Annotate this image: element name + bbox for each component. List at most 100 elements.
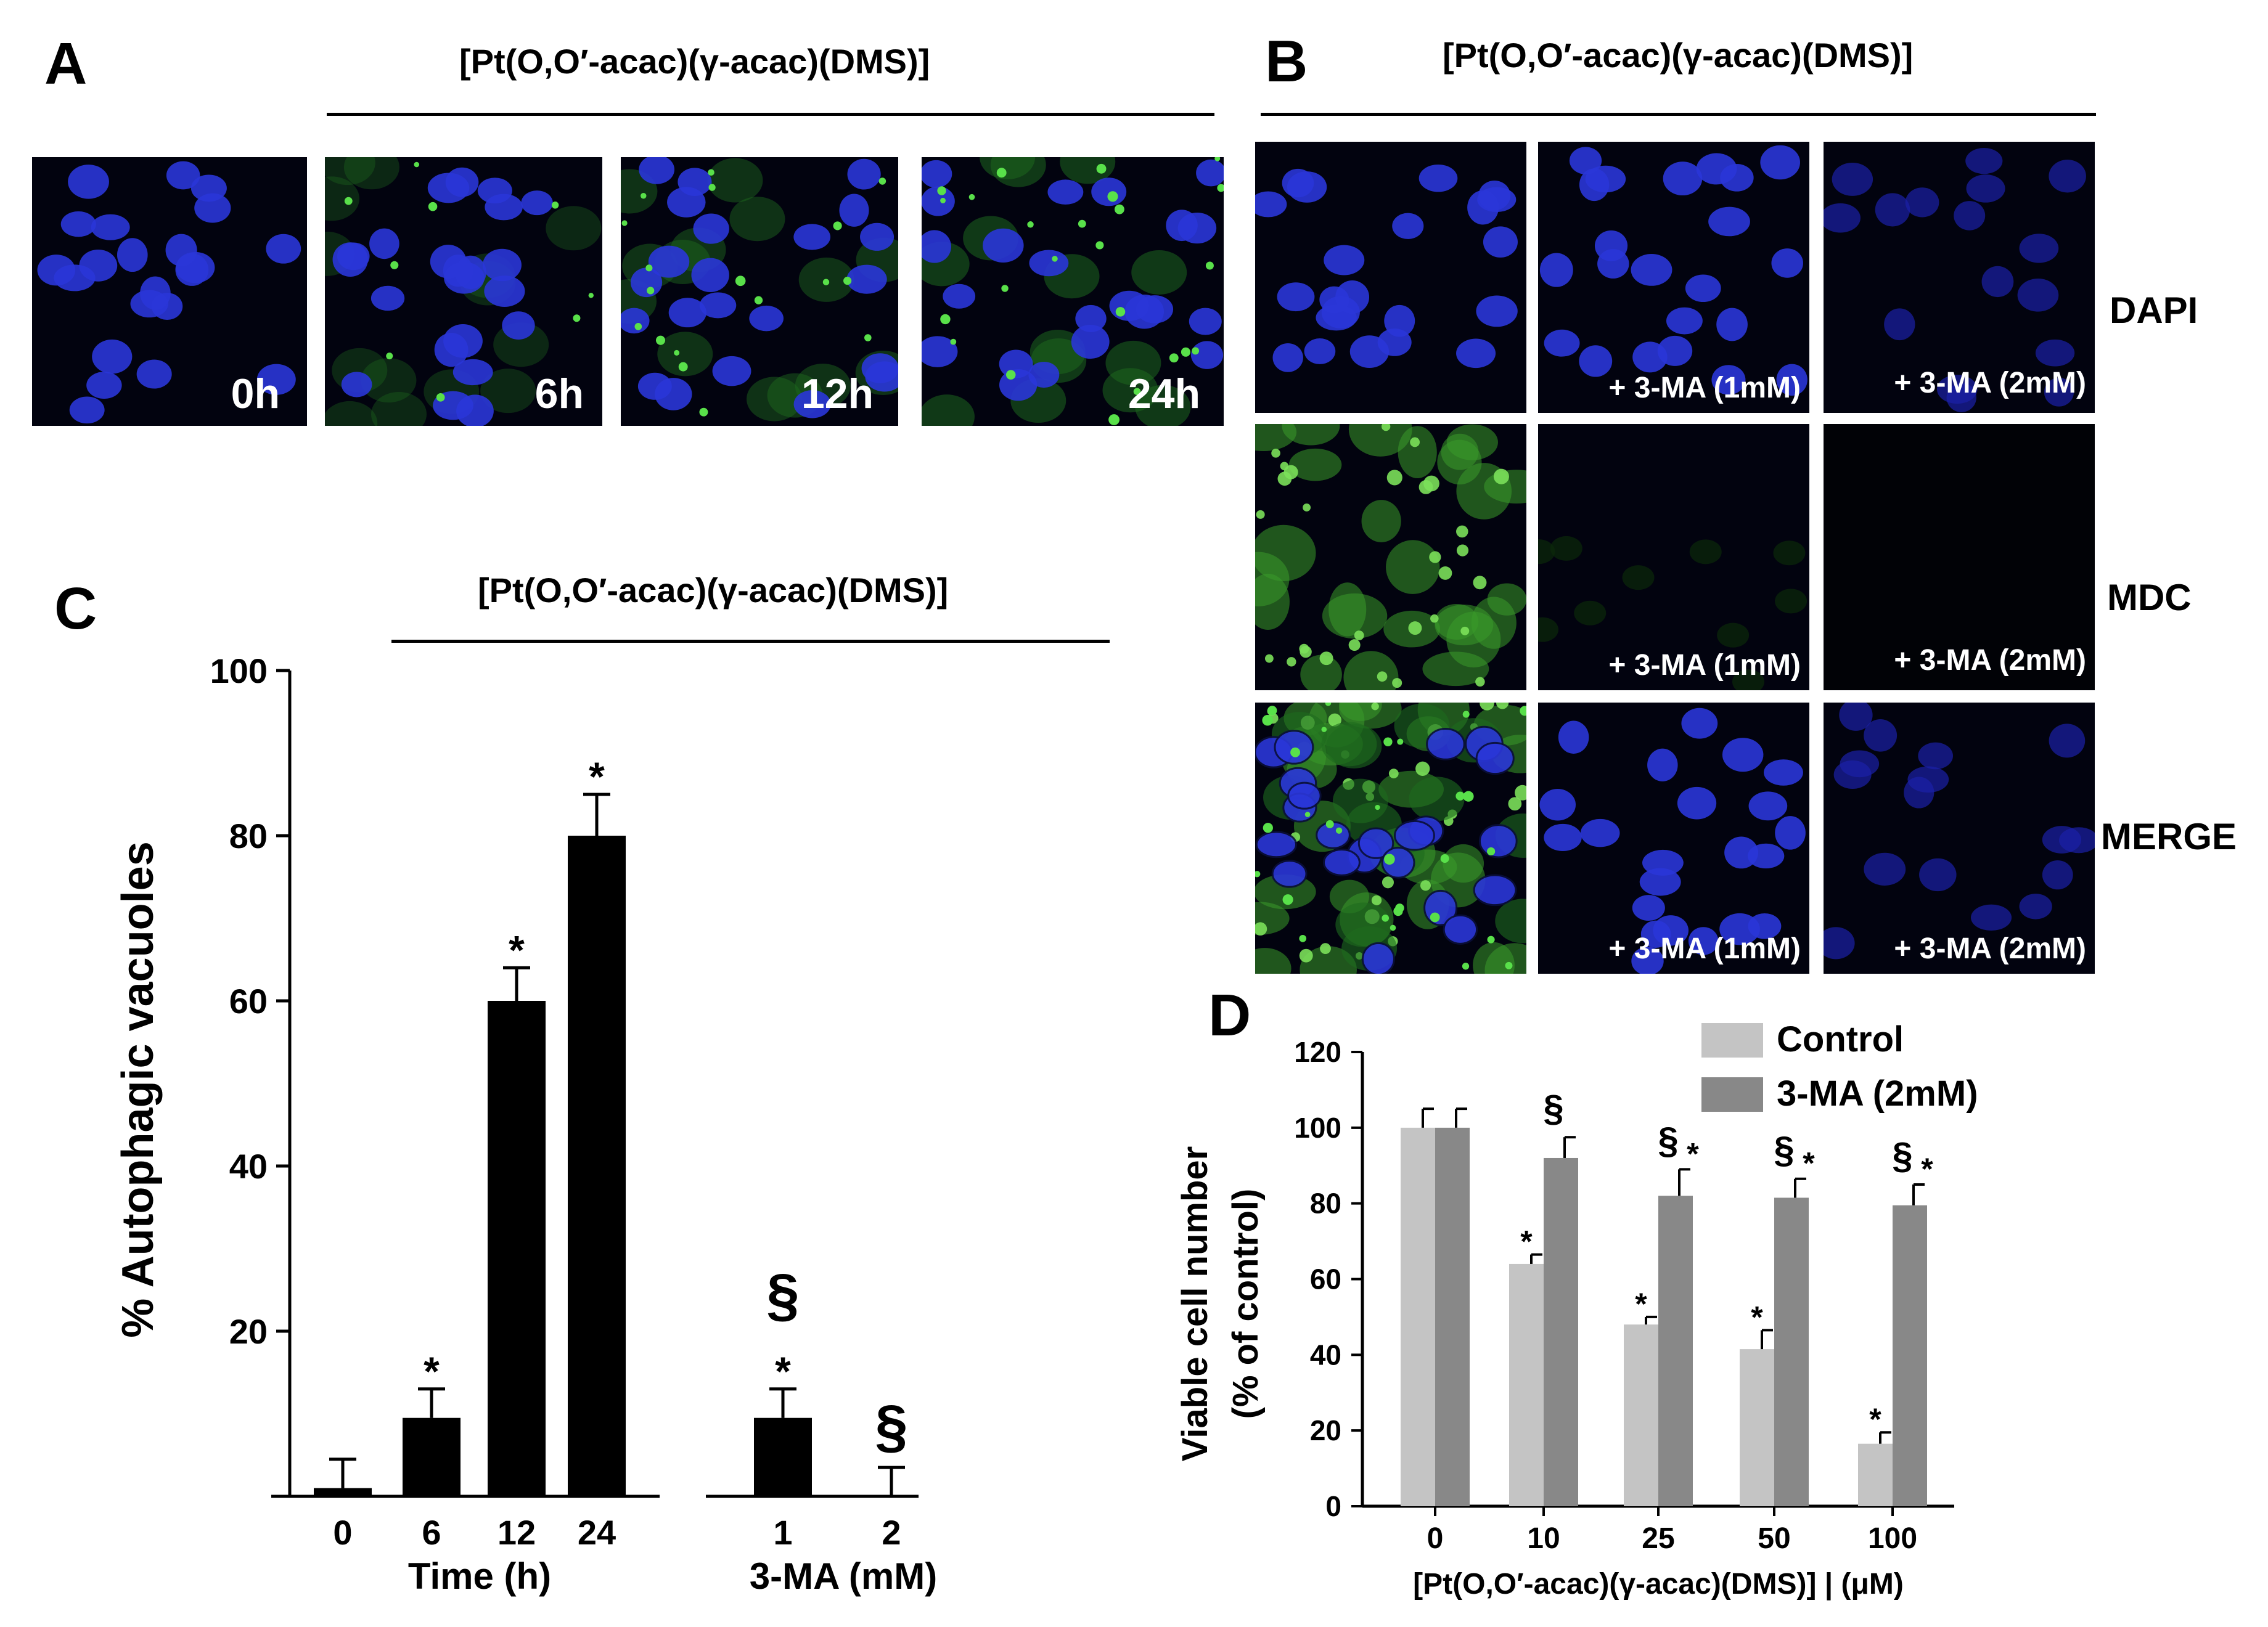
cytoplasm-mark xyxy=(1574,600,1607,626)
vacuole-mark xyxy=(1487,847,1496,856)
vacuole-mark xyxy=(1335,827,1343,834)
nucleus-mark xyxy=(2049,160,2086,193)
nucleus-mark xyxy=(1282,168,1314,198)
nucleus-mark xyxy=(1775,816,1806,850)
nucleus-mark xyxy=(1539,789,1576,821)
nucleus-mark xyxy=(1839,703,1873,731)
nucleus-mark xyxy=(1255,191,1287,218)
nucleus-mark xyxy=(456,394,494,426)
cytoplasm-mark xyxy=(1437,439,1482,485)
nucleus-mark xyxy=(1190,341,1224,369)
micrograph-cells xyxy=(37,161,301,424)
nucleus-mark xyxy=(369,228,399,259)
y-tick-label: 20 xyxy=(229,1312,268,1351)
nucleus-mark xyxy=(1946,383,1976,412)
nucleus-mark xyxy=(1708,206,1750,237)
vacuole-mark xyxy=(1217,184,1224,192)
vacuole-mark xyxy=(1473,576,1487,590)
nucleus-mark xyxy=(68,165,109,199)
vacuole-mark xyxy=(1438,566,1452,580)
nucleus-mark xyxy=(1322,849,1361,876)
nucleus-mark xyxy=(1075,304,1107,332)
micrograph-b-mdc-0 xyxy=(1255,424,1526,690)
panel-d-letter: D xyxy=(1208,982,1251,1048)
nucleus-mark xyxy=(2044,377,2074,407)
vacuole-mark xyxy=(843,277,852,285)
nucleus-mark xyxy=(117,238,148,272)
nucleus-mark xyxy=(1760,145,1801,180)
annotation-star: * xyxy=(424,1348,440,1394)
nucleus-mark xyxy=(136,359,172,389)
vacuole-mark xyxy=(1027,221,1034,228)
bar xyxy=(1858,1443,1893,1506)
nucleus-mark xyxy=(922,336,958,367)
x-tick-label: 25 xyxy=(1642,1522,1674,1555)
treatment-label: + 3-MA (2mM) xyxy=(1894,932,2086,965)
vacuole-mark xyxy=(1455,791,1465,801)
vacuole-mark xyxy=(1300,645,1312,658)
nucleus-mark xyxy=(922,160,952,188)
nucleus-mark xyxy=(1277,282,1315,312)
bar xyxy=(1509,1263,1544,1506)
nucleus-mark xyxy=(1585,165,1626,193)
vacuole-mark xyxy=(1382,876,1394,889)
vacuole-mark xyxy=(641,192,647,199)
nucleus-mark xyxy=(1875,193,1910,227)
nucleus-mark xyxy=(1905,187,1939,218)
nucleus-mark xyxy=(91,214,130,240)
nucleus-mark xyxy=(1594,230,1628,261)
nucleus-mark xyxy=(1196,159,1224,187)
vacuole-mark xyxy=(1430,912,1440,923)
y-axis-label: % Autophagic vacuoles xyxy=(113,841,163,1338)
cytoplasm-mark xyxy=(1338,703,1382,721)
annotation-section: § xyxy=(1658,1120,1678,1161)
cytoplasm-mark xyxy=(1321,722,1377,767)
vacuole-mark xyxy=(573,314,581,322)
x-tick-label: 24 xyxy=(578,1513,616,1552)
nucleus-mark xyxy=(130,290,168,318)
micrograph-a-6h: 6h xyxy=(325,157,602,426)
y-tick-label: 20 xyxy=(1310,1414,1341,1446)
nucleus-mark xyxy=(60,211,96,237)
vacuole-mark xyxy=(940,314,951,325)
vacuole-mark xyxy=(1377,671,1388,682)
bar xyxy=(1740,1349,1774,1506)
nucleus-mark xyxy=(2042,860,2073,890)
vacuole-mark xyxy=(1282,894,1293,905)
annotation-star: * xyxy=(1921,1152,1933,1186)
annotation-section: § xyxy=(875,1393,907,1459)
nucleus-mark xyxy=(983,228,1024,263)
nucleus-mark xyxy=(166,161,200,190)
vacuole-mark xyxy=(1283,465,1298,479)
micrograph-cells xyxy=(1824,703,2095,960)
cytoplasm-mark xyxy=(922,394,975,426)
cytoplasm-mark xyxy=(325,401,378,426)
micrograph-cells xyxy=(1255,164,1518,372)
x-tick-label: 2 xyxy=(882,1513,901,1552)
cytoplasm-mark xyxy=(1300,654,1342,690)
vacuole-mark xyxy=(634,323,642,330)
nucleus-mark xyxy=(1580,818,1620,847)
micrograph-cells xyxy=(1255,424,1526,690)
nucleus-mark xyxy=(1544,329,1580,357)
bar xyxy=(1774,1197,1809,1506)
x-tick-label: 50 xyxy=(1758,1522,1790,1555)
nucleus-mark xyxy=(1349,335,1390,369)
treatment-label: + 3-MA (2mM) xyxy=(1894,367,2086,399)
vacuole-mark xyxy=(1267,706,1277,716)
vacuole-mark xyxy=(1354,630,1364,640)
nucleus-mark xyxy=(1771,248,1803,278)
nucleus-mark xyxy=(92,339,133,374)
nucleus-mark xyxy=(484,275,525,307)
nucleus-mark xyxy=(1776,364,1807,396)
nucleus-mark xyxy=(485,194,523,221)
vacuole-mark xyxy=(1415,761,1430,776)
vacuole-mark xyxy=(674,349,680,356)
micrograph-time-label: 12h xyxy=(801,370,874,417)
nucleus-mark xyxy=(194,193,231,223)
micrograph-b-merge-0 xyxy=(1255,703,1526,974)
vacuole-mark xyxy=(436,393,445,402)
vacuole-mark xyxy=(1462,711,1470,718)
cytoplasm-mark xyxy=(325,157,375,186)
